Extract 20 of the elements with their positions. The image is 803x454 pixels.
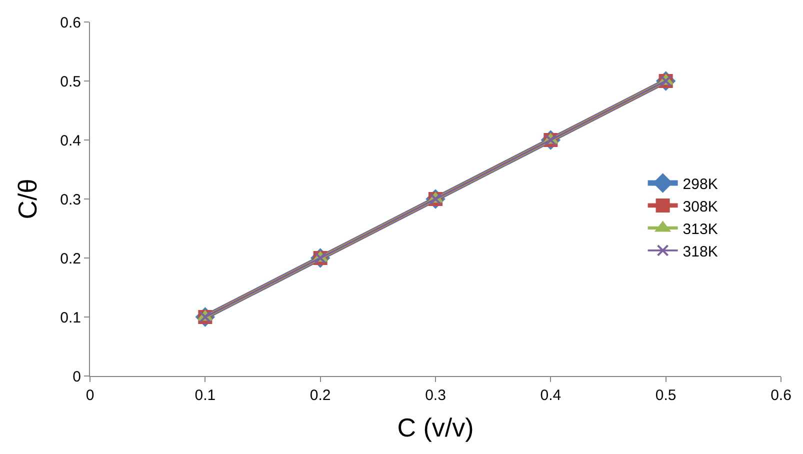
x-tick-label: 0.3	[425, 387, 446, 404]
y-tick-label: 0.1	[60, 309, 81, 326]
x-tick-label: 0.1	[194, 387, 216, 404]
x-tick-label: 0.5	[655, 387, 676, 404]
y-tick-label: 0.5	[60, 73, 81, 90]
x-tick-label: 0.6	[770, 387, 792, 404]
y-tick-label: 0.2	[60, 250, 81, 268]
x-tick-label: 0	[86, 387, 94, 404]
x-axis-title: C (v/v)	[397, 412, 474, 443]
legend-label: 298K	[682, 176, 718, 193]
y-tick-label: 0	[72, 368, 81, 386]
y-tick-label: 0.4	[60, 132, 81, 150]
y-tick-label: 0.6	[60, 14, 81, 32]
x-tick-label: 0.4	[540, 387, 562, 404]
legend-label: 313K	[682, 220, 718, 238]
x-tick-label: 0.2	[310, 387, 331, 404]
legend-label: 308K	[682, 198, 718, 216]
y-tick-label: 0.3	[60, 191, 81, 208]
y-axis-title: C/θ	[12, 178, 43, 220]
legend-label: 318K	[682, 243, 718, 260]
